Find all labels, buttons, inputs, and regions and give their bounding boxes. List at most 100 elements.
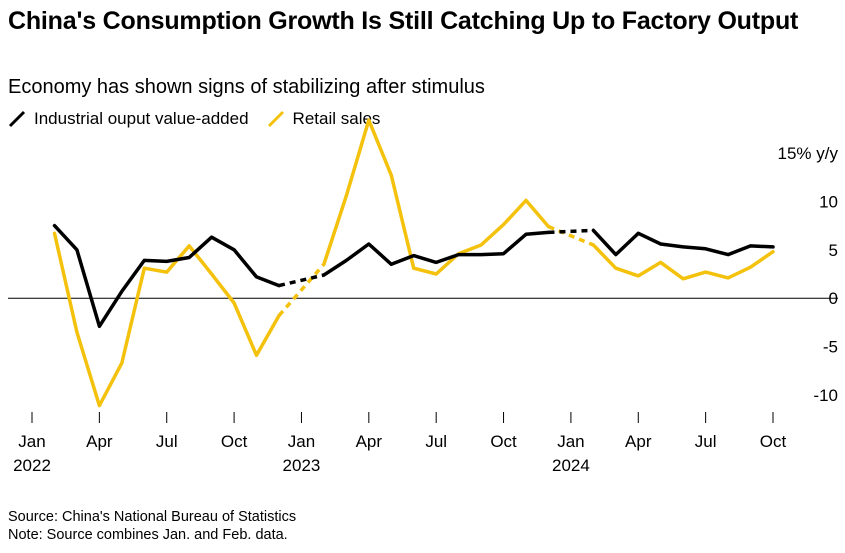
- x-tick-year-label: 2022: [13, 456, 51, 475]
- x-tick-label: Jul: [156, 432, 178, 451]
- data-point-industrial: [322, 273, 326, 277]
- data-point-retail: [98, 404, 101, 407]
- data-point-retail: [143, 266, 146, 270]
- data-point-retail: [592, 243, 595, 247]
- data-point-retail: [614, 266, 618, 270]
- data-point-retail: [704, 270, 707, 274]
- data-point-retail: [637, 274, 640, 278]
- y-tick-label: -10: [813, 386, 838, 405]
- legend-swatch-industrial: [8, 110, 26, 128]
- data-point-industrial: [75, 248, 79, 251]
- note-text: Note: Source combines Jan. and Feb. data…: [8, 527, 288, 543]
- legend-item-industrial: Industrial ouput value-added: [8, 108, 249, 130]
- footer: Source: China's National Bureau of Stati…: [8, 508, 296, 544]
- data-point-industrial: [98, 325, 101, 328]
- x-tick-label: Jul: [425, 432, 447, 451]
- data-point-industrial: [637, 232, 640, 235]
- data-point-industrial: [165, 260, 168, 263]
- chart-subtitle: Economy has shown signs of stabilizing a…: [8, 76, 485, 98]
- x-tick-label: Apr: [356, 432, 383, 451]
- y-tick-label: 15% y/y: [778, 144, 839, 163]
- data-point-retail: [547, 225, 550, 228]
- y-tick-label: -5: [823, 338, 838, 357]
- data-point-retail: [255, 354, 258, 357]
- y-tick-label: 0: [829, 289, 838, 308]
- data-point-retail: [502, 223, 505, 226]
- data-point-industrial: [277, 284, 281, 287]
- data-point-industrial: [143, 259, 146, 262]
- data-point-retail: [524, 199, 528, 202]
- x-tick-label: Jul: [695, 432, 717, 451]
- x-tick-label: Jan: [557, 432, 584, 451]
- data-point-industrial: [502, 252, 505, 255]
- x-tick-label: Apr: [625, 432, 652, 451]
- data-point-retail: [232, 301, 236, 305]
- x-tick-label: Oct: [760, 432, 787, 451]
- data-point-retail: [479, 243, 483, 247]
- data-point-industrial: [614, 253, 618, 256]
- data-point-industrial: [704, 247, 707, 251]
- data-point-industrial: [120, 290, 124, 293]
- series-line-industrial-solid: [591, 228, 775, 257]
- data-point-industrial: [255, 275, 258, 279]
- data-point-retail: [749, 266, 752, 269]
- source-text: Source: China's National Bureau of Stati…: [8, 509, 297, 525]
- x-tick-year-label: 2023: [283, 456, 321, 475]
- legend-item-retail: Retail sales: [267, 108, 381, 130]
- x-tick-label: Jan: [18, 432, 45, 451]
- data-point-industrial: [232, 248, 236, 251]
- data-point-retail: [53, 232, 56, 235]
- data-point-industrial: [210, 236, 213, 239]
- data-point-industrial: [681, 245, 685, 249]
- data-point-industrial: [592, 229, 595, 232]
- data-point-industrial: [524, 233, 528, 236]
- data-point-retail: [412, 266, 415, 270]
- data-point-retail: [322, 263, 326, 266]
- legend: Industrial ouput value-added Retail sale…: [8, 108, 398, 130]
- data-point-retail: [390, 174, 393, 177]
- x-tick-label: Oct: [490, 432, 517, 451]
- data-point-retail: [434, 272, 438, 276]
- data-point-industrial: [390, 263, 393, 266]
- x-tick-label: Jan: [288, 432, 315, 451]
- chart-title: China's Consumption Growth Is Still Catc…: [8, 7, 799, 35]
- data-point-retail: [345, 194, 348, 197]
- data-point-retail: [659, 261, 662, 264]
- x-tick-label: Oct: [221, 432, 248, 451]
- data-point-retail: [165, 270, 168, 274]
- data-point-industrial: [53, 224, 56, 227]
- series-line-retail-dashed: [277, 263, 326, 317]
- data-point-industrial: [479, 253, 483, 256]
- data-point-industrial: [457, 253, 460, 256]
- y-tick-label: 5: [829, 241, 838, 260]
- data-point-retail: [771, 250, 775, 253]
- series-line-industrial-dashed: [278, 273, 325, 288]
- series-line-retail-dashed: [547, 224, 595, 247]
- x-tick-year-label: 2024: [552, 456, 590, 475]
- data-point-retail: [187, 244, 191, 248]
- data-point-retail: [367, 118, 371, 122]
- legend-label-retail: Retail sales: [292, 109, 381, 128]
- data-point-industrial: [749, 244, 752, 248]
- series-line-industrial-solid: [52, 223, 281, 329]
- data-point-industrial: [187, 256, 191, 259]
- data-point-industrial: [726, 253, 730, 256]
- y-tick-label: 10: [819, 192, 838, 211]
- data-point-industrial: [367, 242, 371, 246]
- data-point-industrial: [547, 231, 550, 234]
- x-tick-label: Apr: [86, 432, 113, 451]
- data-point-industrial: [771, 245, 775, 249]
- data-point-retail: [277, 314, 281, 317]
- data-point-retail: [75, 330, 79, 334]
- data-point-retail: [210, 272, 213, 276]
- data-point-industrial: [345, 259, 348, 262]
- series-line-industrial-dashed: [548, 228, 594, 235]
- legend-label-industrial: Industrial ouput value-added: [34, 109, 249, 128]
- legend-swatch-retail: [267, 110, 284, 128]
- data-point-industrial: [412, 254, 415, 257]
- data-point-industrial: [434, 261, 438, 264]
- series-line-retail-solid: [52, 231, 281, 408]
- series-line-industrial-solid: [322, 230, 551, 277]
- data-point-industrial: [659, 242, 662, 246]
